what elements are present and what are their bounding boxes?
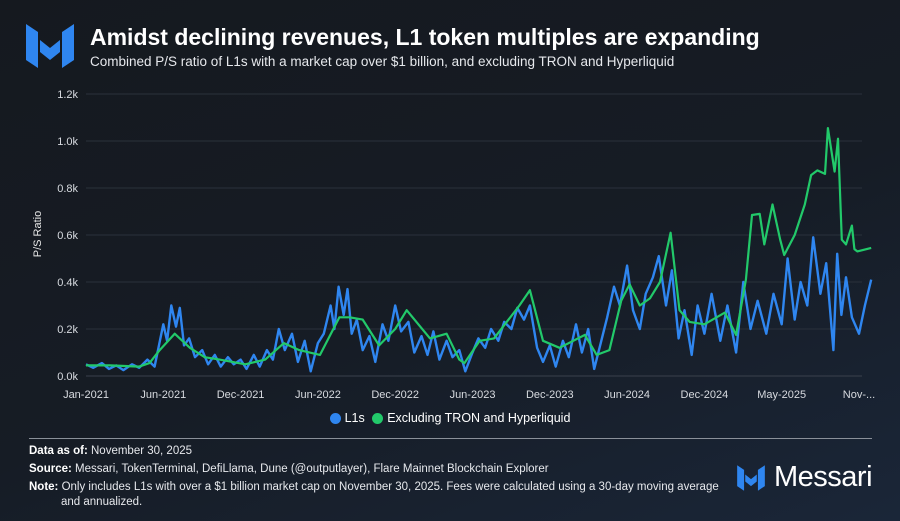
legend-swatch-blue xyxy=(329,412,341,424)
y-tick-label: 1.0k xyxy=(57,136,78,148)
messari-logo-icon xyxy=(737,464,765,491)
x-tick-label: Jan-2021 xyxy=(63,389,109,401)
note-value: Only includes L1s with over a $1 billion… xyxy=(61,481,719,493)
legend-item-excluding[interactable]: Excluding TRON and Hyperliquid xyxy=(372,411,570,425)
note: Note: Only includes L1s with over a $1 b… xyxy=(29,481,719,493)
source: Source: Messari, TokenTerminal, DefiLlam… xyxy=(29,463,549,475)
data-as-of-value: November 30, 2025 xyxy=(91,445,193,457)
x-tick-label: May-2025 xyxy=(757,389,806,401)
source-value: Messari, TokenTerminal, DefiLlama, Dune … xyxy=(75,463,549,475)
x-tick-label: Dec-2021 xyxy=(217,389,265,401)
x-tick-label: Jun-2023 xyxy=(450,389,496,401)
x-tick-label: Dec-2024 xyxy=(681,389,729,401)
x-tick-label: Dec-2023 xyxy=(526,389,574,401)
legend-label: Excluding TRON and Hyperliquid xyxy=(387,411,571,425)
legend-swatch-green xyxy=(372,412,384,424)
note-continuation: and annualized. xyxy=(61,496,143,508)
x-tick-label: Dec-2022 xyxy=(371,389,419,401)
data-as-of-label: Data as of: xyxy=(29,445,88,457)
note-label: Note: xyxy=(29,481,59,493)
y-tick-label: 1.2k xyxy=(57,89,78,101)
x-tick-label: Jun-2024 xyxy=(604,389,650,401)
y-tick-label: 0.0k xyxy=(57,371,78,383)
series-line-l1s xyxy=(85,236,873,373)
data-as-of: Data as of: November 30, 2025 xyxy=(29,445,192,457)
y-tick-label: 0.6k xyxy=(57,230,78,242)
legend-item-l1s[interactable]: L1s xyxy=(329,411,365,425)
x-tick-label: Nov-... xyxy=(843,389,875,401)
legend: L1s Excluding TRON and Hyperliquid xyxy=(0,411,900,427)
footer-divider xyxy=(29,438,872,439)
messari-brand: Messari xyxy=(736,461,873,494)
messari-logo xyxy=(24,22,76,75)
chart-title: Amidst declining revenues, L1 token mult… xyxy=(90,24,760,50)
x-tick-label: Jun-2022 xyxy=(295,389,341,401)
chart-subtitle: Combined P/S ratio of L1s with a market … xyxy=(90,54,675,69)
x-tick-label: Jun-2021 xyxy=(140,389,186,401)
series-line-excluding-tron-hyperliquid xyxy=(86,127,872,368)
y-tick-label: 0.2k xyxy=(57,324,78,336)
brand-name: Messari xyxy=(774,461,873,493)
legend-label: L1s xyxy=(344,411,365,425)
source-label: Source: xyxy=(29,463,72,475)
y-tick-label: 0.8k xyxy=(57,183,78,195)
y-tick-label: 0.4k xyxy=(57,277,78,289)
